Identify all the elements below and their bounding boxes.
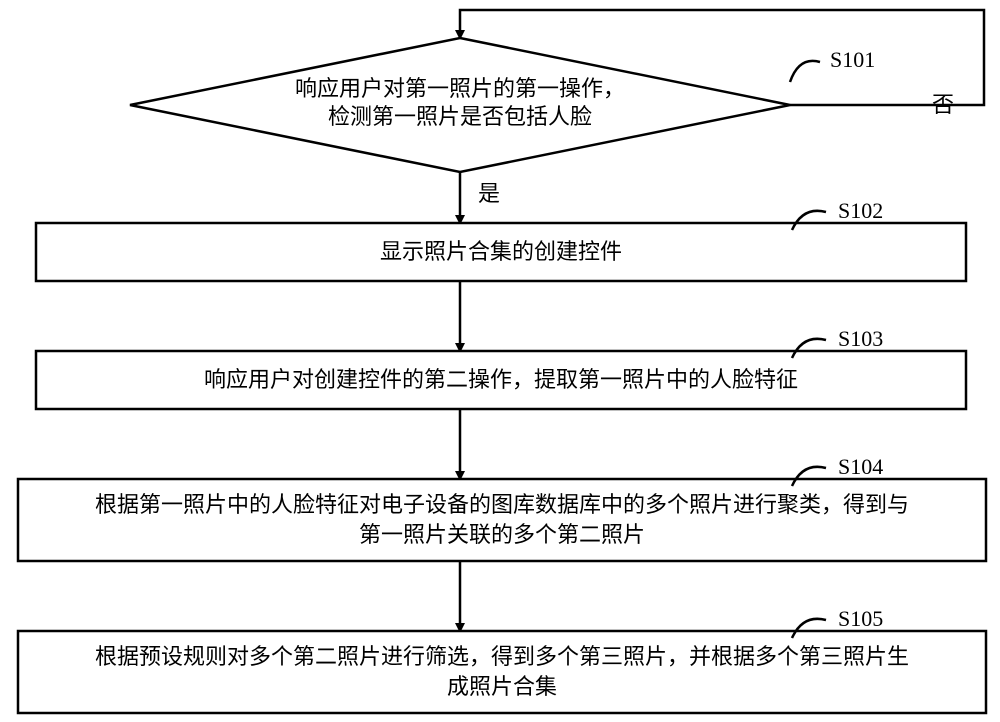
- callout-decision: [790, 61, 820, 82]
- node-decision-line-0: 响应用户对第一照片的第一操作，: [295, 76, 625, 101]
- node-decision-line-1: 检测第一照片是否包括人脸: [328, 104, 592, 129]
- flowchart-canvas: 响应用户对第一照片的第一操作，检测第一照片是否包括人脸显示照片合集的创建控件响应…: [0, 0, 1000, 722]
- node-box3-line-1: 第一照片关联的多个第二照片: [359, 522, 645, 547]
- node-box4: 根据预设规则对多个第二照片进行筛选，得到多个第三照片，并根据多个第三照片生成照片…: [18, 631, 986, 713]
- edge-label-yes: 是: [478, 181, 500, 206]
- edge-label-no: 否: [932, 92, 954, 117]
- node-decision: 响应用户对第一照片的第一操作， 检测第一照片是否包括人脸: [130, 38, 790, 172]
- step-label-decision: S101: [830, 47, 875, 72]
- node-box4-line-0: 根据预设规则对多个第二照片进行筛选，得到多个第三照片，并根据多个第三照片生: [95, 644, 909, 669]
- node-box1: 显示照片合集的创建控件: [36, 223, 966, 281]
- step-label-box4: S105: [838, 606, 883, 631]
- node-box3: 根据第一照片中的人脸特征对电子设备的图库数据库中的多个照片进行聚类，得到与第一照…: [18, 479, 986, 561]
- step-label-box1: S102: [838, 198, 883, 223]
- node-box4-line-1: 成照片合集: [447, 674, 557, 699]
- node-box2: 响应用户对创建控件的第二操作，提取第一照片中的人脸特征: [36, 351, 966, 409]
- step-label-box2: S103: [838, 326, 883, 351]
- node-box2-line-0: 响应用户对创建控件的第二操作，提取第一照片中的人脸特征: [204, 367, 798, 392]
- node-box1-line-0: 显示照片合集的创建控件: [380, 239, 622, 264]
- step-label-box3: S104: [838, 454, 883, 479]
- node-box3-line-0: 根据第一照片中的人脸特征对电子设备的图库数据库中的多个照片进行聚类，得到与: [95, 492, 909, 517]
